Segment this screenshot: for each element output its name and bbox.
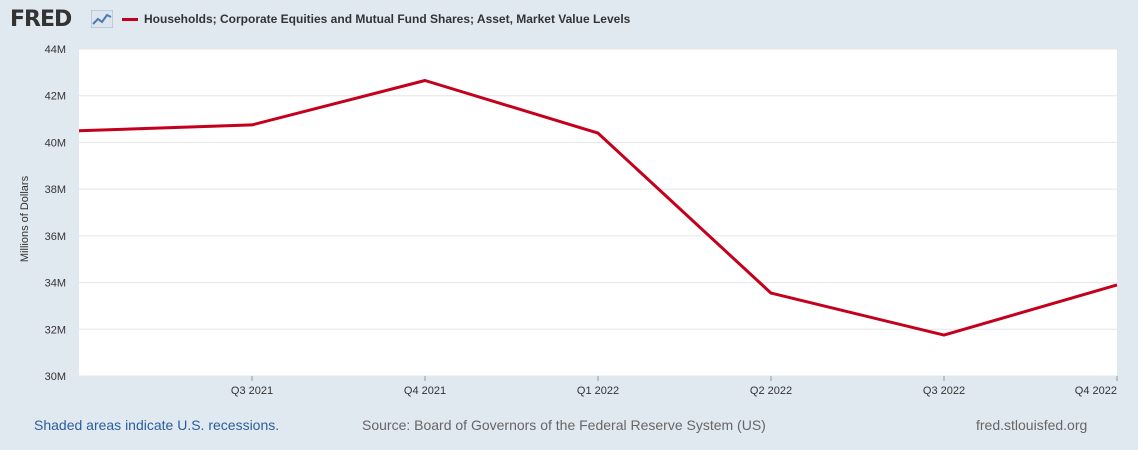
y-axis-ticks: 30M 32M 34M 36M 38M 40M 42M 44M xyxy=(45,44,66,383)
data-point[interactable] xyxy=(941,332,947,338)
x-tick-label: Q4 2022 xyxy=(1075,385,1117,397)
series-line[interactable] xyxy=(78,79,1118,337)
x-tick-label: Q3 2022 xyxy=(923,385,965,397)
y-tick-label: 44M xyxy=(45,44,66,56)
plot-area xyxy=(79,49,1117,376)
chart-header: FRED Households; Corporate Equities and … xyxy=(0,0,1138,40)
data-point[interactable] xyxy=(422,78,428,84)
x-tick-label: Q4 2021 xyxy=(404,385,446,397)
x-tick-label: Q2 2022 xyxy=(750,385,792,397)
data-point[interactable] xyxy=(768,290,774,296)
source-text: Source: Board of Governors of the Federa… xyxy=(362,417,766,433)
x-tick-label: Q1 2022 xyxy=(577,385,619,397)
data-point[interactable] xyxy=(249,122,255,128)
y-tick-label: 42M xyxy=(45,91,66,103)
x-axis-ticks: Q3 2021 Q4 2021 Q1 2022 Q2 2022 Q3 2022 Q4 20… xyxy=(231,376,1118,397)
legend-series-title[interactable]: Households; Corporate Equities and Mutua… xyxy=(144,12,631,26)
recession-note-link[interactable]: Shaded areas indicate U.S. recessions. xyxy=(34,417,280,433)
y-tick-label: 40M xyxy=(45,137,66,149)
y-tick-label: 30M xyxy=(45,371,66,383)
data-point[interactable] xyxy=(595,130,601,136)
fred-graph-icon xyxy=(91,10,113,28)
y-tick-label: 32M xyxy=(45,324,66,336)
y-tick-label: 36M xyxy=(45,231,66,243)
fred-logo[interactable]: FRED xyxy=(10,7,72,32)
y-tick-label: 34M xyxy=(45,278,66,290)
legend-swatch xyxy=(122,18,138,21)
x-tick-label: Q3 2021 xyxy=(231,385,273,397)
data-point[interactable] xyxy=(76,128,82,134)
y-tick-label: 38M xyxy=(45,184,66,196)
data-point[interactable] xyxy=(1114,282,1120,288)
site-link[interactable]: fred.stlouisfed.org xyxy=(976,417,1088,433)
